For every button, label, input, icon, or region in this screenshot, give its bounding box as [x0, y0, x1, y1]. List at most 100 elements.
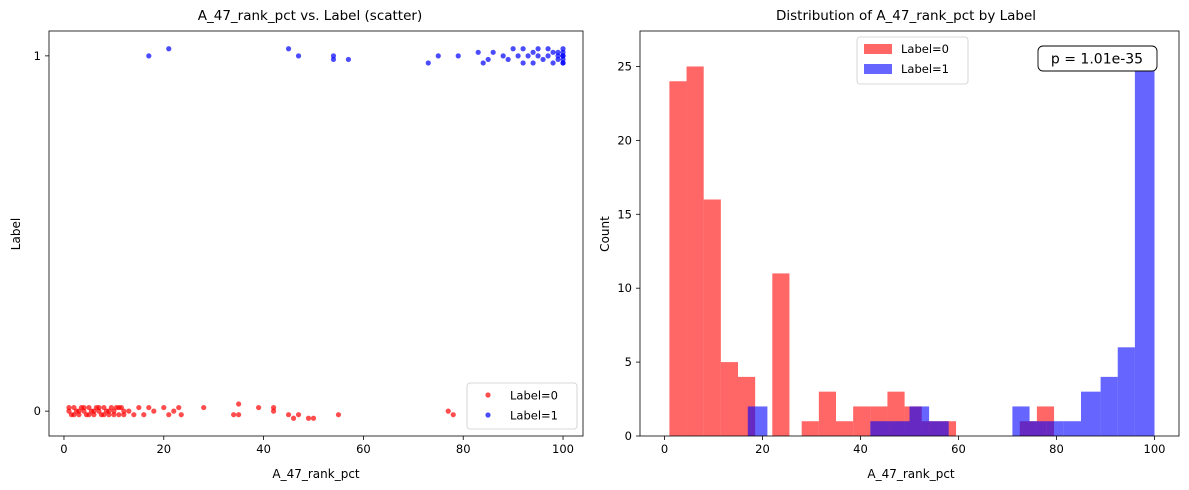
- histogram-bar-label-1: [1012, 406, 1030, 436]
- histogram-ylabel: Count: [598, 216, 612, 252]
- scatter-point-label-0: [121, 412, 127, 418]
- scatter-axes-frame: [48, 30, 584, 437]
- scatter-xlabel: A_47_rank_pct: [272, 467, 360, 481]
- histogram-title: Distribution of A_47_rank_pct by Label: [776, 8, 1036, 24]
- histogram-bar-label-1: [1100, 376, 1118, 436]
- scatter-point-label-1: [285, 46, 292, 52]
- scatter-point-label-0: [178, 412, 184, 418]
- histogram-ticks: 0 20 40 60 80 100 0 5 10 15 20 25: [617, 59, 1165, 456]
- histogram-bar-label-1: [889, 421, 910, 436]
- scatter-point-label-0: [305, 415, 312, 421]
- histogram-bar-label-1: [929, 421, 949, 436]
- scatter-legend-frame: [466, 382, 578, 430]
- histogram-legend-swatch-0: [864, 44, 892, 54]
- scatter-point-label-0: [86, 412, 92, 418]
- histogram-xtick-label: 20: [755, 442, 770, 456]
- scatter-point-label-1: [480, 60, 486, 66]
- scatter-point-label-0: [141, 412, 147, 418]
- p-value-frame: [1037, 45, 1158, 72]
- scatter-point-label-1: [146, 53, 152, 59]
- scatter-point-label-1: [535, 53, 541, 59]
- scatter-point-label-1: [520, 46, 526, 52]
- scatter-point-label-0: [101, 412, 107, 418]
- scatter-point-label-0: [256, 404, 262, 411]
- scatter-point-label-0: [310, 415, 317, 421]
- histogram-bar-label-1: [1063, 421, 1081, 436]
- scatter-point-label-0: [161, 404, 167, 411]
- histogram-bar-label-0: [703, 199, 721, 436]
- scatter-point-label-1: [545, 46, 551, 52]
- scatter-point-label-1: [485, 56, 491, 63]
- scatter-point-label-0: [201, 404, 207, 411]
- scatter-point-label-0: [76, 412, 82, 418]
- histogram-ytick-label: 5: [625, 355, 632, 369]
- histogram-bar-label-1: [1134, 66, 1155, 436]
- scatter-xtick-label: 60: [356, 442, 371, 456]
- scatter-point-label-1: [510, 46, 516, 52]
- scatter-point-label-0: [270, 404, 277, 411]
- scatter-legend-marker-1: [485, 412, 491, 418]
- scatter-point-label-0: [116, 412, 122, 418]
- histogram-xtick-label: 100: [1144, 442, 1166, 456]
- scatter-point-label-0: [236, 401, 242, 407]
- scatter-point-label-0: [270, 408, 277, 414]
- scatter-ylabel: Label: [9, 218, 23, 250]
- scatter-xtick-label: 80: [456, 442, 471, 456]
- histogram-xtick-label: 60: [951, 442, 966, 456]
- scatter-point-label-0: [96, 404, 102, 411]
- scatter-point-label-0: [71, 412, 77, 418]
- scatter-point-label-0: [295, 412, 302, 418]
- histogram-ytick-label: 0: [625, 429, 632, 443]
- scatter-point-label-1: [560, 56, 566, 63]
- histogram-bar-label-1: [1046, 421, 1064, 436]
- scatter-point-label-0: [106, 412, 112, 418]
- histogram-ytick-label: 20: [617, 133, 632, 147]
- scatter-xtick-label: 20: [156, 442, 171, 456]
- scatter-point-label-0: [146, 404, 152, 411]
- scatter-point-label-1: [520, 60, 526, 66]
- histogram-xtick-label: 40: [853, 442, 868, 456]
- scatter-xtick-label: 100: [552, 442, 574, 456]
- scatter-panel: A_47_rank_pct vs. Label (scatter) 0 20 40 6…: [9, 8, 584, 481]
- scatter-point-label-0: [116, 404, 122, 411]
- scatter-point-label-0: [171, 408, 177, 414]
- scatter-point-label-0: [126, 408, 132, 414]
- scatter-point-label-0: [231, 412, 237, 418]
- histogram-legend: Label=0 Label=1: [856, 36, 969, 85]
- scatter-point-label-1: [345, 56, 352, 63]
- scatter-point-label-1: [515, 53, 521, 59]
- histogram-bar-label-0: [720, 362, 738, 436]
- scatter-ytick-label: 1: [34, 49, 41, 63]
- histogram-xtick-label: 0: [661, 442, 668, 456]
- histogram-xtick-label: 80: [1049, 442, 1064, 456]
- histogram-bar-label-1: [909, 406, 930, 436]
- scatter-point-label-1: [530, 60, 536, 66]
- scatter-point-label-1: [330, 53, 337, 59]
- scatter-point-label-0: [76, 408, 82, 414]
- scatter-point-label-0: [121, 408, 127, 414]
- histogram-bar-label-0: [772, 273, 790, 436]
- scatter-point-label-1: [525, 53, 531, 59]
- scatter-point-label-1: [560, 49, 566, 55]
- scatter-point-label-1: [560, 60, 566, 66]
- histogram-bar-label-0: [686, 66, 704, 436]
- scatter-point-label-0: [66, 404, 72, 411]
- scatter-point-label-0: [111, 412, 117, 418]
- scatter-point-label-1: [490, 49, 496, 55]
- scatter-point-label-0: [106, 408, 112, 414]
- histogram-legend-label-0: Label=0: [901, 42, 949, 56]
- scatter-point-label-1: [295, 53, 302, 59]
- scatter-point-label-0: [166, 412, 172, 418]
- scatter-point-label-1: [550, 49, 556, 55]
- histogram-legend-swatch-1: [864, 64, 892, 74]
- histogram-bar-label-0: [801, 421, 819, 436]
- histogram-ytick-label: 10: [617, 281, 632, 295]
- scatter-point-label-0: [176, 404, 182, 411]
- histogram-bars: [669, 66, 1155, 436]
- scatter-title: A_47_rank_pct vs. Label (scatter): [198, 8, 422, 24]
- histogram-bar-label-1: [1117, 347, 1135, 436]
- histogram-ytick-label: 15: [617, 207, 632, 221]
- histogram-bar-label-1: [1081, 391, 1101, 436]
- histogram-xlabel: A_47_rank_pct: [867, 467, 955, 481]
